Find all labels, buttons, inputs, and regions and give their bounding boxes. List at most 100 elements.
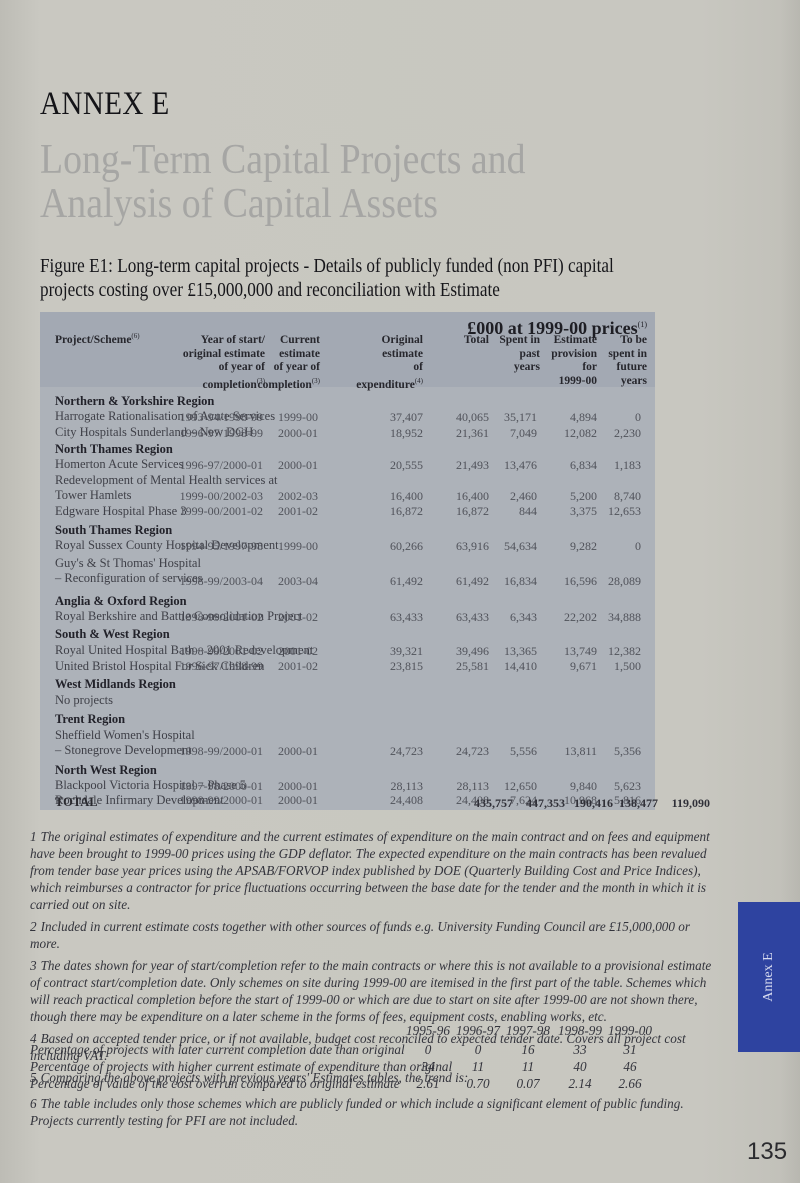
total-future: 119,090 (671, 796, 710, 810)
footnotes: 1 The original estimates of expenditure a… (30, 828, 720, 1091)
footnote: 6 The table includes only those schemes w… (30, 1095, 720, 1129)
future: 5,623 (614, 779, 641, 793)
trend-value: 46 (623, 1059, 637, 1074)
spent-past: 13,365 (504, 644, 537, 658)
project-name: Rochdale Infirmary Development (55, 793, 224, 807)
project-name: Redevelopment of Mental Health services … (55, 473, 278, 503)
total-original: 435,757 (474, 796, 513, 810)
header-original-expenditure: Original estimate of expenditure(4) (333, 334, 423, 392)
future: 34,888 (608, 610, 641, 624)
trend-label: Percentage of projects with later curren… (30, 1042, 405, 1057)
footnote-text: Included in current estimate costs toget… (30, 919, 690, 951)
trend-value: 16 (521, 1042, 535, 1057)
year-start: 1999-00/2001-02 (179, 504, 263, 518)
current-year: 2000-01 (278, 426, 318, 440)
figure-title-line-1: Figure E1: Long-term capital projects - … (40, 256, 614, 277)
original-estimate: 24,723 (390, 744, 423, 758)
original-estimate: 37,407 (390, 410, 423, 424)
project-name: United Bristol Hospital For Sick Childre… (55, 659, 265, 673)
provision: 9,671 (570, 659, 597, 673)
spent-past: 12,650 (504, 779, 537, 793)
provision: 12,082 (564, 426, 597, 440)
prices-footnote-ref: (1) (637, 320, 647, 329)
footnote-text: The table includes only those schemes wh… (30, 1096, 684, 1128)
trend-year: 1999-00 (608, 1023, 652, 1038)
project-name: Royal United Hospital Bath – 2001 Redeve… (55, 643, 314, 657)
header-line: estimate (279, 347, 320, 360)
header-line: provision (551, 347, 597, 360)
current-year: 2003-04 (278, 574, 318, 588)
original-estimate: 63,433 (390, 610, 423, 624)
region-heading: Anglia & Oxford Region (55, 594, 187, 608)
total: 63,916 (456, 539, 489, 553)
trend-year: 1995-96 (406, 1023, 450, 1038)
year-start: 1996-97/1998-99 (179, 659, 263, 673)
header-line: estimate (382, 347, 423, 360)
original-estimate: 20,555 (390, 458, 423, 472)
trend-value: 2.61 (416, 1076, 440, 1091)
project-name: Blackpool Victoria Hospital – Phase 5 (55, 778, 247, 792)
project-name: Edgware Hospital Phase 3 (55, 504, 187, 518)
header-line: 1999-00 (558, 374, 597, 387)
trend-value: 33 (573, 1042, 587, 1057)
header-line-text: completion (257, 378, 312, 391)
project-name-line: Guy's & St Thomas' Hospital (55, 556, 201, 570)
header-project-text: Project/Scheme (55, 333, 132, 346)
section-title-line-2: Analysis of Capital Assets (40, 181, 438, 227)
spent-past: 7,624 (510, 793, 537, 807)
region-heading: North Thames Region (55, 442, 173, 456)
trend-value: 2.14 (568, 1076, 592, 1091)
original-estimate: 61,492 (390, 574, 423, 588)
future: 1,500 (614, 659, 641, 673)
header-line: of year of (218, 361, 265, 373)
project-name: Homerton Acute Services (55, 457, 184, 471)
footnote-text: The dates shown for year of start/comple… (30, 958, 712, 1024)
header-line: Spent in (499, 334, 540, 346)
project-name: Royal Sussex County Hospital Development (55, 538, 279, 552)
total: 63,433 (456, 610, 489, 624)
provision: 22,202 (564, 610, 597, 624)
year-start: 1998-99/2001-02 (179, 610, 263, 624)
provision: 6,834 (570, 458, 597, 472)
year-start: 1998-99/2000-01 (179, 744, 263, 758)
footnote-number: 2 (30, 919, 37, 934)
current-year: 2002-03 (278, 489, 318, 503)
trend-label: Percentage of value of the cost overrun … (30, 1076, 400, 1091)
prices-title-text: £000 at 1999-00 prices (467, 318, 638, 338)
year-start: 1999-00/2002-03 (179, 489, 263, 503)
trend-value: 0.07 (516, 1076, 540, 1091)
footnote-ref: (6) (131, 332, 140, 340)
trend-row: Percentage of projects with later curren… (30, 1042, 730, 1059)
footnote-ref: (3) (311, 376, 320, 385)
spent-past: 5,556 (510, 744, 537, 758)
year-start: 1998-99/2000-01 (179, 793, 263, 807)
future: 2,230 (614, 426, 641, 440)
trend-row: Percentage of value of the cost overrun … (30, 1076, 730, 1093)
header-line: of year of (273, 361, 320, 373)
year-start: 1993-94/1998-99 (179, 410, 263, 424)
header-line: Current (279, 334, 320, 346)
current-year: 1999-00 (278, 410, 318, 424)
provision: 9,282 (570, 539, 597, 553)
header-total: Total (439, 334, 489, 348)
trend-value: 31 (623, 1042, 637, 1057)
future: 8,740 (614, 489, 641, 503)
header-line: expenditure(4) (333, 375, 423, 392)
provision: 13,811 (564, 744, 597, 758)
current-year: 2001-02 (278, 504, 318, 518)
footnote-text: The original estimates of expenditure an… (30, 829, 710, 912)
current-year: 2000-01 (278, 779, 318, 793)
future: 0 (635, 539, 641, 553)
header-line: Original (381, 334, 423, 346)
total: 24,723 (456, 744, 489, 758)
figure-title-line-2: projects costing over £15,000,000 and re… (40, 280, 500, 301)
header-project: Project/Scheme(6) (55, 330, 140, 347)
header-line: Estimate (553, 334, 597, 346)
project-name-line: – Reconfiguration of services (55, 571, 203, 585)
total: 28,113 (456, 779, 489, 793)
project-name: Harrogate Rationalisation of Acute Servi… (55, 409, 276, 423)
trend-header-row: 1995-96 1996-97 1997-98 1998-99 1999-00 (30, 1023, 730, 1040)
year-start: 1998-99/2001-02 (179, 644, 263, 658)
total: 39,496 (456, 644, 489, 658)
header-line: of (413, 361, 423, 373)
